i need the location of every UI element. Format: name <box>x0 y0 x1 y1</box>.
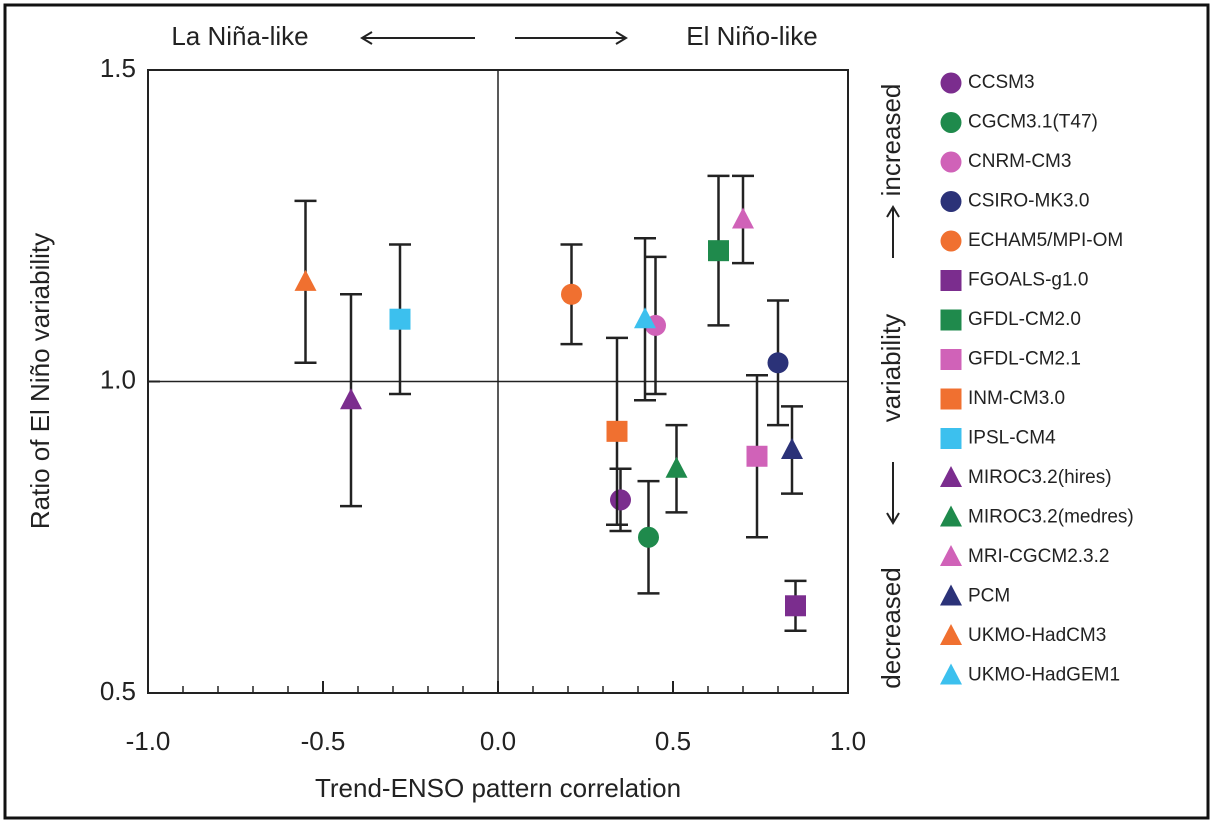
annotation-up: increased <box>876 84 906 197</box>
legend-marker <box>940 428 962 449</box>
legend-marker <box>940 624 962 645</box>
legend-label: CSIRO-MK3.0 <box>968 191 1089 212</box>
marker <box>708 240 729 262</box>
marker <box>340 388 362 410</box>
marker <box>767 352 789 374</box>
x-axis-title: Trend-ENSO pattern correlation <box>315 773 681 803</box>
marker <box>634 307 656 329</box>
frame <box>3 3 1210 820</box>
marker <box>610 489 631 511</box>
legend-marker <box>940 72 962 94</box>
legend-marker <box>940 545 962 566</box>
legend-label: ECHAM5/MPI-OM <box>968 230 1123 251</box>
legend-label: MIROC3.2(medres) <box>968 507 1134 528</box>
marker <box>665 456 688 478</box>
x-tick-label: -1.0 <box>126 726 171 756</box>
y-axis-title: Ratio of El Niño variability <box>25 233 55 529</box>
legend-label: CCSM3 <box>968 72 1035 93</box>
legend-label: INM-CM3.0 <box>968 388 1065 409</box>
marker <box>389 308 411 330</box>
legend-marker <box>940 505 962 527</box>
legend-marker <box>940 309 962 331</box>
y-tick-label: 0.5 <box>100 676 136 706</box>
marker <box>781 438 803 460</box>
legend-marker <box>940 112 962 133</box>
annotation-middle: variability <box>876 314 906 422</box>
marker <box>638 526 659 548</box>
marker <box>561 283 582 305</box>
x-tick-label: 0.0 <box>480 726 516 756</box>
legend-marker <box>940 270 962 291</box>
legend-label: GFDL-CM2.1 <box>968 349 1081 370</box>
annotation-right: El Niño-like <box>686 21 818 51</box>
marker <box>746 445 768 467</box>
legend-marker <box>940 230 962 252</box>
legend-label: GFDL-CM2.0 <box>968 309 1081 330</box>
y-tick-label: 1.5 <box>100 53 136 83</box>
legend-label: MRI-CGCM2.3.2 <box>968 546 1109 567</box>
arrows <box>360 31 900 525</box>
x-tick-label: 1.0 <box>830 726 866 756</box>
legend-marker <box>940 663 962 685</box>
legend-marker <box>940 349 962 370</box>
annotation-down: decreased <box>876 567 906 688</box>
legend-label: UKMO-HadGEM1 <box>968 665 1120 686</box>
legend-label: IPSL-CM4 <box>968 428 1056 449</box>
legend-marker <box>940 151 962 173</box>
marker <box>732 207 754 229</box>
x-tick-label: -0.5 <box>301 726 346 756</box>
legend-marker <box>940 584 962 606</box>
legend-label: PCM <box>968 586 1010 607</box>
legend-label: CNRM-CM3 <box>968 151 1071 172</box>
legend-label: FGOALS-g1.0 <box>968 270 1088 291</box>
legend-marker <box>940 191 962 212</box>
marker <box>785 595 806 617</box>
legend-label: UKMO-HadCM3 <box>968 625 1106 646</box>
legend-label: CGCM3.1(T47) <box>968 112 1098 133</box>
marker <box>606 420 628 442</box>
annotation-left: La Niña-like <box>171 21 308 51</box>
legend-marker <box>940 388 962 410</box>
legend-label: MIROC3.2(hires) <box>968 467 1112 488</box>
x-tick-label: 0.5 <box>655 726 691 756</box>
marker <box>294 269 317 291</box>
y-tick-label: 1.0 <box>100 364 136 394</box>
legend-marker <box>940 466 962 487</box>
